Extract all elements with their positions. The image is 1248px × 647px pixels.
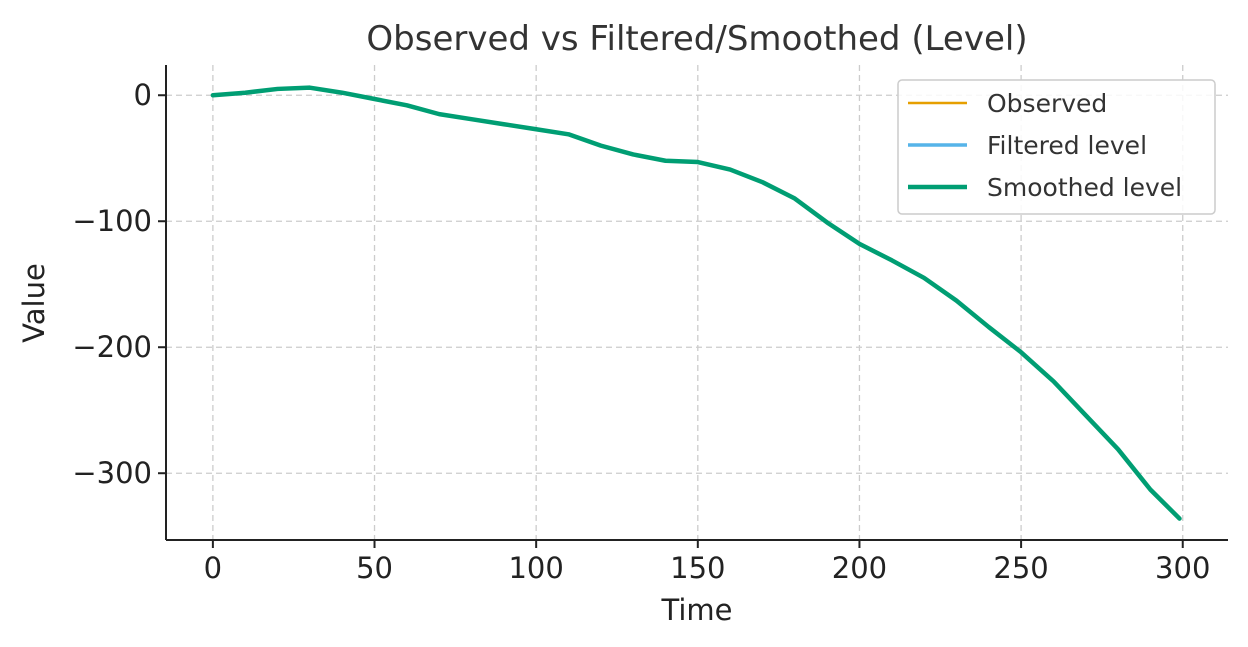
- legend-label: Observed: [987, 89, 1107, 118]
- legend-box: [897, 79, 1216, 215]
- legend-label: Smoothed level: [987, 173, 1182, 202]
- x-axis-label: Time: [661, 593, 733, 627]
- y-axis-label: Value: [17, 263, 51, 343]
- x-tick-label: 50: [356, 551, 393, 585]
- legend-label: Filtered level: [987, 131, 1147, 160]
- y-tick-label: −100: [72, 204, 152, 238]
- x-tick-label: 100: [508, 551, 563, 585]
- x-tick-label: 300: [1155, 551, 1210, 585]
- legend: Observed Filtered level Smoothed level: [897, 79, 1216, 215]
- x-tick-label: 0: [204, 551, 222, 585]
- y-tick-label: −300: [72, 456, 152, 490]
- series-lines: [210, 85, 1182, 521]
- y-tick-label: −200: [72, 330, 152, 364]
- x-tick-label: 250: [993, 551, 1048, 585]
- ticks: 0 50 100 150 200 250 300 0 −100 −200 −300: [72, 78, 1210, 585]
- series-line-smoothed-level: [210, 85, 1182, 521]
- grid: [166, 65, 1228, 540]
- chart-title: Observed vs Filtered/Smoothed (Level): [366, 19, 1027, 59]
- x-tick-label: 150: [670, 551, 725, 585]
- y-tick-label: 0: [134, 78, 152, 112]
- x-tick-label: 200: [832, 551, 887, 585]
